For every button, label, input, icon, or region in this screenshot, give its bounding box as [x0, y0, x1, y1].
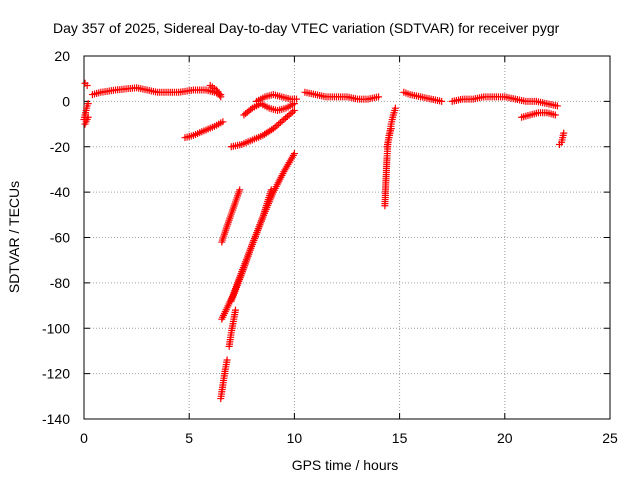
data-point	[551, 111, 559, 119]
data-point	[391, 104, 399, 112]
data-point	[560, 129, 568, 137]
data-point	[267, 186, 275, 194]
y-tick-label: -40	[50, 184, 70, 200]
data-point	[290, 106, 298, 114]
data-point	[290, 150, 298, 158]
data-point	[375, 93, 383, 101]
data-point	[219, 118, 227, 126]
x-tick-label: 0	[80, 430, 88, 446]
y-tick-label: -120	[42, 366, 70, 382]
data-point-trail	[247, 106, 255, 114]
data-point	[236, 186, 244, 194]
y-tick-label: -20	[50, 139, 70, 155]
x-tick-label: 10	[287, 430, 303, 446]
data-point	[223, 356, 231, 364]
x-tick-label: 20	[497, 430, 513, 446]
data-point	[438, 97, 446, 105]
chart-title: Day 357 of 2025, Sidereal Day-to-day VTE…	[53, 20, 560, 36]
data-point-trail	[216, 91, 224, 99]
y-tick-label: -60	[50, 230, 70, 246]
data-point	[217, 93, 225, 101]
x-axis-label: GPS time / hours	[292, 457, 399, 473]
y-tick-label: -100	[42, 320, 70, 336]
y-axis-label: SDTVAR / TECUs	[6, 181, 22, 293]
data-point	[231, 306, 239, 314]
x-tick-label: 25	[602, 430, 618, 446]
data-points	[80, 79, 568, 403]
y-tick-label: 0	[62, 93, 70, 109]
data-point	[84, 113, 92, 121]
data-point	[84, 100, 92, 108]
axes: -140 -120 -100 -80 -60 -40 -20 0 20 0 5 10 15 20 25	[42, 48, 618, 446]
data-point	[553, 102, 561, 110]
y-tick-label: -140	[42, 411, 70, 427]
grid	[84, 56, 610, 419]
y-tick-label: -80	[50, 275, 70, 291]
x-tick-label: 15	[392, 430, 408, 446]
data-point	[83, 81, 91, 89]
y-tick-label: 20	[54, 48, 70, 64]
data-point	[293, 95, 301, 103]
x-tick-label: 5	[185, 430, 193, 446]
